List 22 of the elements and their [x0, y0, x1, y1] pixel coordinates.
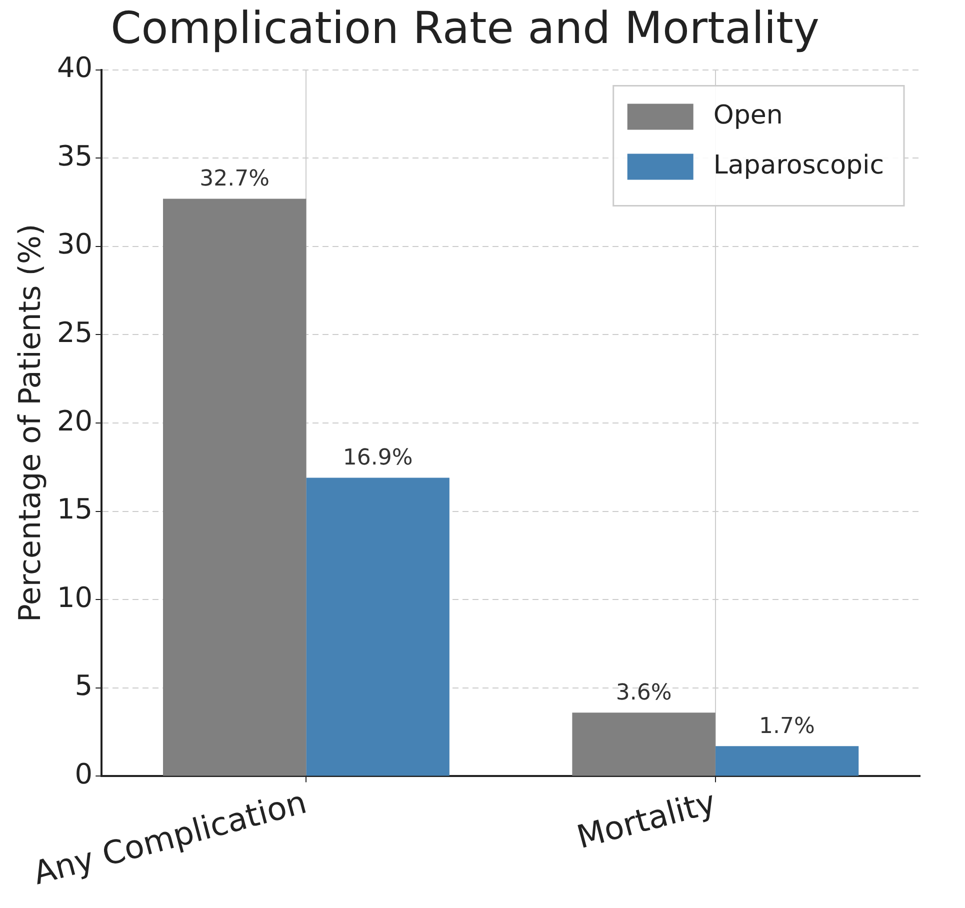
y-axis-title: Percentage of Patients (%) — [12, 224, 48, 622]
y-tick-label: 25 — [56, 316, 93, 349]
y-tick-label: 5 — [74, 669, 93, 702]
data-label: 1.7% — [759, 714, 815, 739]
legend-label: Open — [713, 100, 783, 131]
y-tick-label: 0 — [74, 757, 93, 790]
y-tick-label: 15 — [56, 492, 93, 526]
x-tick-label: Mortality — [572, 782, 720, 856]
data-label: 16.9% — [342, 445, 413, 470]
legend-label: Laparoscopic — [713, 150, 884, 181]
bar — [163, 198, 306, 776]
y-tick-label: 35 — [56, 139, 93, 172]
data-label: 32.7% — [200, 166, 270, 192]
bar — [715, 746, 859, 776]
y-tick-label: 40 — [56, 51, 93, 84]
chart-title: Complication Rate and Mortality — [110, 2, 820, 54]
y-tick-label: 20 — [56, 404, 93, 438]
y-tick-label: 10 — [56, 580, 93, 614]
bar — [306, 478, 450, 776]
y-tick-label: 30 — [56, 228, 93, 261]
data-label: 3.6% — [616, 680, 672, 706]
bar — [572, 712, 716, 776]
